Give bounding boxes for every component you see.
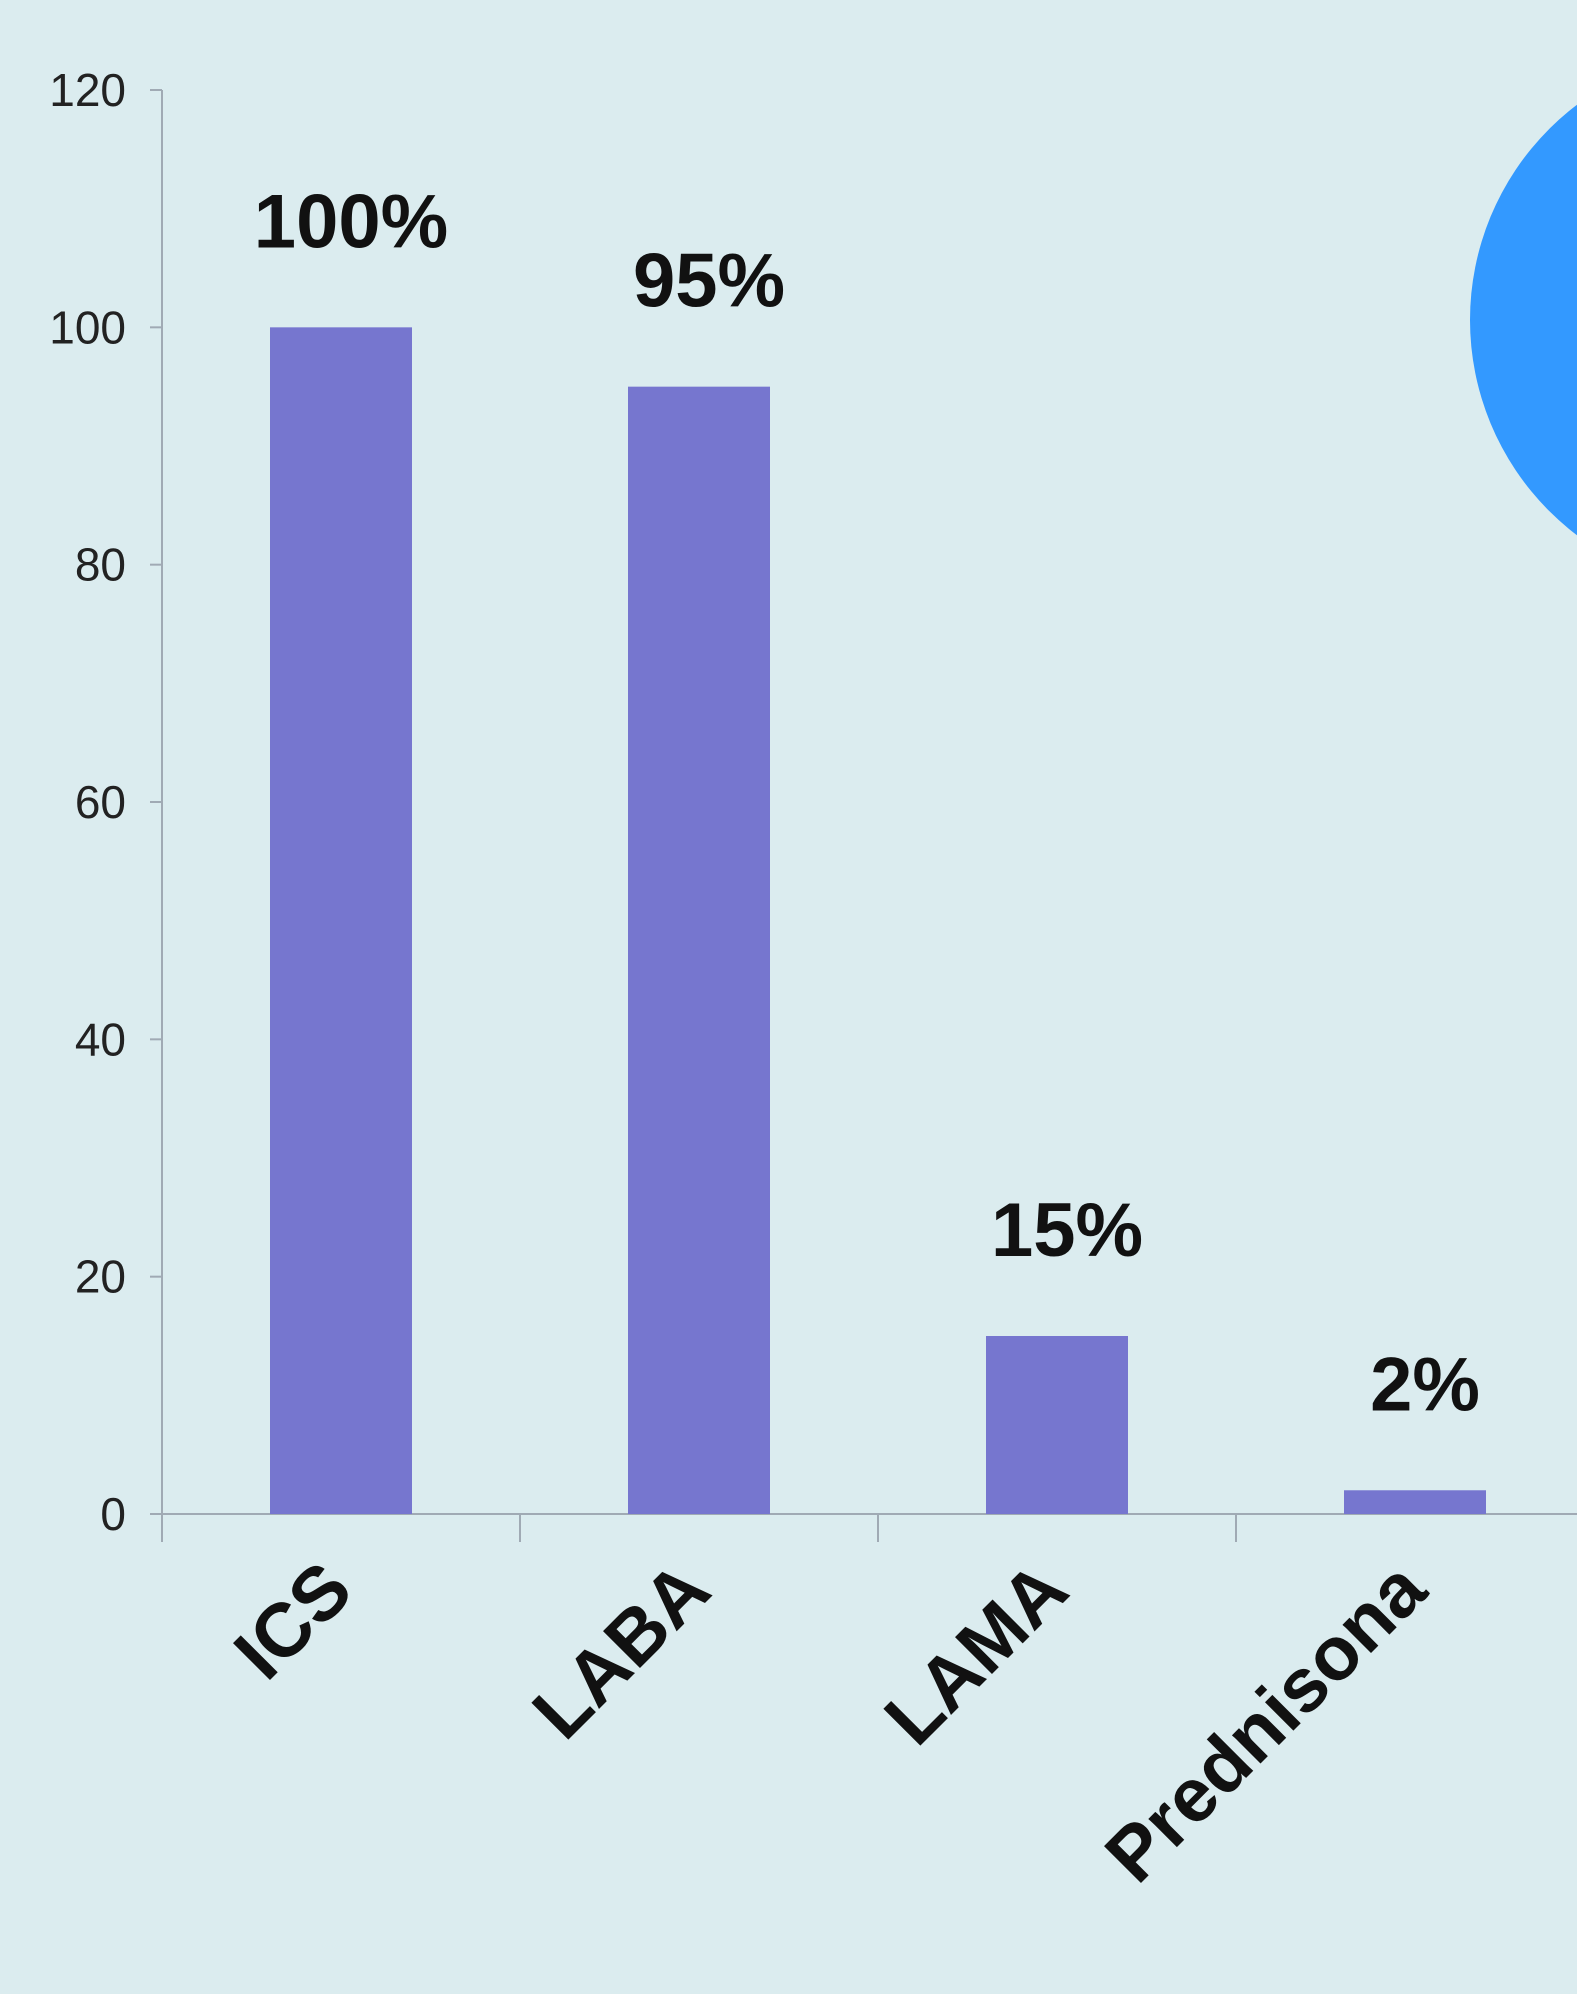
data-label-lama: 15% (991, 1188, 1143, 1273)
y-tick-label: 40 (75, 1013, 126, 1065)
data-label-laba: 95% (633, 239, 785, 324)
data-labels: 100% 95% 15% 2% (254, 179, 1480, 1427)
data-label-prednisona: 2% (1370, 1342, 1480, 1427)
y-tick-label: 80 (75, 539, 126, 591)
bars (270, 327, 1486, 1515)
bar-lama (986, 1336, 1128, 1514)
data-label-ics: 100% (254, 179, 448, 264)
bar-laba (628, 386, 770, 1515)
bar-ics (270, 327, 412, 1514)
y-tick-label: 100 (49, 301, 126, 353)
y-axis: 0 20 40 60 80 100 120 (49, 64, 163, 1542)
y-tick-label: 60 (75, 776, 126, 828)
bar-prednisona (1344, 1490, 1486, 1514)
y-tick-label: 20 (75, 1251, 126, 1303)
y-tick-label: 0 (100, 1488, 126, 1540)
y-tick-label: 120 (49, 64, 126, 116)
decorative-circle (1470, 104, 1577, 536)
